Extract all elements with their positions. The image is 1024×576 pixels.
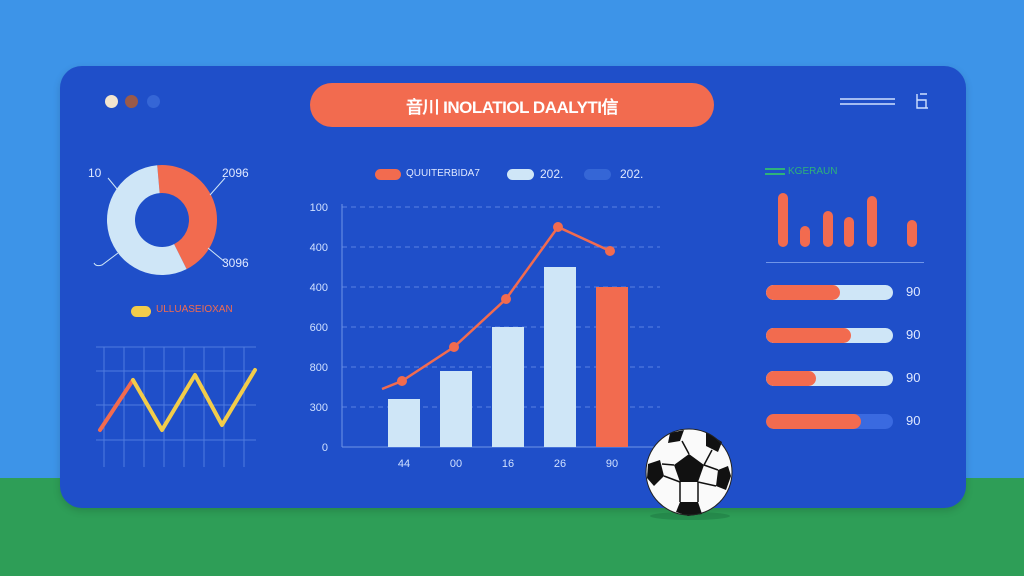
progress-fill bbox=[766, 285, 840, 300]
hamburger-icon[interactable] bbox=[838, 96, 898, 108]
mini-line-chart bbox=[96, 346, 257, 467]
y-tick-label: 400 bbox=[310, 242, 328, 254]
mini-bar bbox=[867, 196, 877, 247]
donut-leader-line bbox=[209, 177, 226, 196]
progress-value: 90 bbox=[906, 327, 921, 342]
legend-label: ULLUASEIOXAN bbox=[156, 304, 233, 315]
y-tick-label: 300 bbox=[310, 402, 328, 414]
progress-value: 90 bbox=[906, 284, 921, 299]
progress-bar bbox=[766, 371, 893, 386]
line-point bbox=[449, 342, 459, 352]
donut-label: 10 bbox=[88, 166, 102, 180]
y-tick-label: 400 bbox=[310, 282, 328, 294]
progress-value: 90 bbox=[906, 413, 921, 428]
bar bbox=[544, 267, 576, 447]
main-bar-line-chart: 0 300 800 600 400 400 100 44 00 16 26 90 bbox=[310, 202, 660, 470]
y-tick-label: 800 bbox=[310, 362, 328, 374]
line-point bbox=[501, 294, 511, 304]
line-point bbox=[605, 246, 615, 256]
bar bbox=[596, 287, 628, 447]
x-tick-label: 90 bbox=[606, 458, 618, 470]
bar bbox=[388, 399, 420, 447]
legend-label: QUUITERBIDA7 bbox=[406, 168, 480, 179]
donut-label: 3096 bbox=[222, 256, 249, 270]
layout-icon[interactable] bbox=[914, 92, 930, 110]
mini-bars-label: KGERAUN bbox=[788, 166, 838, 177]
donut-leader-line bbox=[107, 177, 123, 196]
mini-bar bbox=[800, 226, 810, 247]
progress-bar bbox=[766, 328, 893, 343]
line-point bbox=[397, 376, 407, 386]
y-tick-label: 600 bbox=[310, 322, 328, 334]
legend-label: 202. bbox=[620, 167, 644, 181]
progress-value: 90 bbox=[906, 370, 921, 385]
progress-fill bbox=[766, 414, 862, 429]
legend-swatch bbox=[584, 169, 611, 180]
mini-bar bbox=[823, 211, 833, 247]
mini-bar bbox=[907, 220, 917, 247]
window-dot-maximize[interactable] bbox=[147, 95, 160, 108]
bar bbox=[492, 327, 524, 447]
progress-bar bbox=[766, 285, 893, 300]
dashboard-title: 音川 INOLATIOL DAALYTI信 bbox=[310, 83, 714, 127]
window-dot-close[interactable] bbox=[105, 95, 118, 108]
x-tick-label: 00 bbox=[450, 458, 462, 470]
donut-leader-line bbox=[207, 247, 226, 263]
line-point bbox=[553, 222, 563, 232]
donut-slice bbox=[157, 165, 217, 270]
legend-swatch bbox=[131, 306, 151, 317]
x-tick-label: 26 bbox=[554, 458, 566, 470]
donut-slice bbox=[107, 165, 187, 275]
x-tick-label: 16 bbox=[502, 458, 514, 470]
y-tick-label: 100 bbox=[310, 202, 328, 214]
legend-swatch bbox=[507, 169, 534, 180]
mini-line-series bbox=[131, 368, 257, 432]
mini-bar bbox=[778, 193, 788, 247]
window-dot-minimize[interactable] bbox=[125, 95, 138, 108]
green-legend-icon bbox=[765, 168, 785, 175]
progress-fill bbox=[766, 328, 852, 343]
progress-bar bbox=[766, 414, 893, 429]
donut-chart bbox=[93, 165, 226, 275]
y-tick-label: 0 bbox=[322, 442, 328, 454]
mini-bar-chart bbox=[778, 193, 917, 247]
bar bbox=[440, 371, 472, 447]
soccer-ball-image bbox=[645, 428, 733, 520]
mini-bar bbox=[844, 217, 854, 247]
donut-leader-line bbox=[93, 252, 119, 267]
divider bbox=[766, 262, 924, 263]
donut-label: 2096 bbox=[222, 166, 249, 180]
mini-line-series bbox=[98, 378, 135, 432]
progress-fill bbox=[766, 371, 816, 386]
legend-label: 202. bbox=[540, 167, 564, 181]
x-tick-label: 44 bbox=[398, 458, 410, 470]
legend-swatch bbox=[375, 169, 401, 180]
